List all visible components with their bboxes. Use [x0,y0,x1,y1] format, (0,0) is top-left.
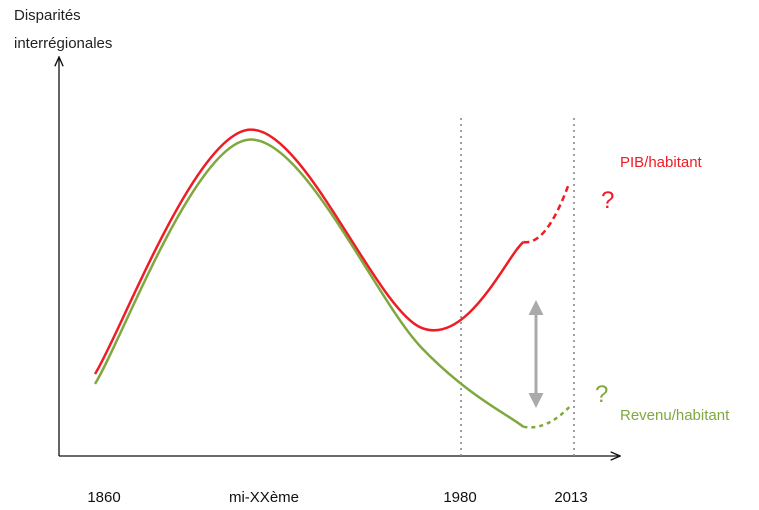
series-projection-pib-habitant [523,182,571,244]
series-label-pib-habitant: PIB/habitant [620,154,703,171]
series-projection-revenu-habitant [523,406,571,429]
series-line-pib-habitant [93,128,525,375]
y-axis-label-line2: interrégionales [14,35,112,52]
x-tick-mi-xxeme: mi-XXème [229,489,299,506]
y-axis-label-line1: Disparités [14,7,81,24]
x-tick-2013: 2013 [554,489,587,506]
series-label-revenu-habitant: Revenu/habitant [620,407,730,424]
x-tick-1860: 1860 [87,489,120,506]
series-line-revenu-habitant [93,138,525,428]
question-mark-revenu: ? [595,381,608,408]
question-mark-pib: ? [601,187,614,214]
x-tick-1980: 1980 [443,489,476,506]
